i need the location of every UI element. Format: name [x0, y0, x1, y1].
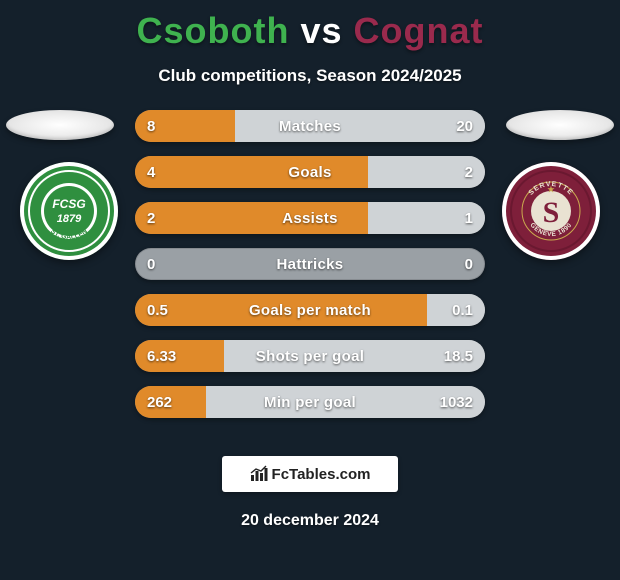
stats-arena: FCSG 1879 ST. GALLEN S [0, 110, 620, 430]
date-text: 20 december 2024 [0, 512, 620, 530]
stat-label: Min per goal [135, 386, 485, 418]
stat-row: 2621032Min per goal [135, 386, 485, 418]
stat-row: 820Matches [135, 110, 485, 142]
bar-chart-icon [250, 465, 268, 483]
stat-row: 42Goals [135, 156, 485, 188]
pedestal-right [506, 110, 614, 140]
brand-badge[interactable]: FcTables.com [222, 456, 398, 492]
stat-label: Matches [135, 110, 485, 142]
stat-label: Goals per match [135, 294, 485, 326]
player-left-name: Csoboth [136, 10, 289, 51]
pedestal-left [6, 110, 114, 140]
club-badge-left-inner: FCSG 1879 ST. GALLEN [28, 170, 110, 252]
stat-rows: 820Matches 42Goals 21Assists 00Hattricks 0.5… [135, 110, 485, 418]
svg-text:1879: 1879 [57, 213, 82, 225]
stat-row: 6.3318.5Shots per goal [135, 340, 485, 372]
club-badge-left: FCSG 1879 ST. GALLEN [20, 162, 118, 260]
stat-label: Goals [135, 156, 485, 188]
subtitle: Club competitions, Season 2024/2025 [0, 66, 620, 86]
page-title: Csoboth vs Cognat [0, 0, 620, 52]
stat-row: 00Hattricks [135, 248, 485, 280]
fcsg-logo-icon: FCSG 1879 ST. GALLEN [28, 170, 110, 252]
brand-text: FcTables.com [272, 466, 371, 483]
player-right-name: Cognat [354, 10, 484, 51]
vs-text: vs [300, 10, 342, 51]
comparison-card: Csoboth vs Cognat Club competitions, Sea… [0, 0, 620, 580]
stat-label: Shots per goal [135, 340, 485, 372]
stat-label: Hattricks [135, 248, 485, 280]
svg-text:★: ★ [547, 185, 555, 194]
club-badge-right-inner: S SERVETTE GENEVE 1890 ★ [510, 170, 592, 252]
stat-row: 21Assists [135, 202, 485, 234]
club-badge-right: S SERVETTE GENEVE 1890 ★ [502, 162, 600, 260]
svg-text:S: S [543, 196, 560, 229]
servette-logo-icon: S SERVETTE GENEVE 1890 ★ [510, 170, 592, 252]
stat-label: Assists [135, 202, 485, 234]
stat-row: 0.50.1Goals per match [135, 294, 485, 326]
svg-text:FCSG: FCSG [52, 197, 85, 211]
